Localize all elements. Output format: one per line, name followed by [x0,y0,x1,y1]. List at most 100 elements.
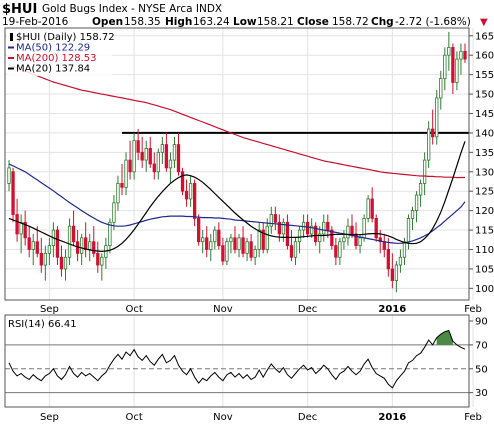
rsi-overbought-fill [436,330,453,345]
price-date-axis: Sep Oct Nov Dec 2016 Feb [40,304,482,315]
candle-body [67,225,72,258]
candle-body [342,237,346,243]
candle-body [55,229,60,258]
candle-body [23,221,27,239]
candle-body [120,183,124,188]
candle-body [221,245,225,262]
candle-body [229,237,233,243]
price-tick-label: 105 [475,264,494,275]
date-axis-label: Dec [298,304,317,315]
candle-body [96,252,100,266]
candle-body [455,58,459,83]
date-axis-label: Feb [464,304,482,315]
candle-body [172,144,177,161]
price-tick-label: 110 [475,245,494,256]
candle-body [354,233,358,246]
candle-body [281,221,286,235]
low-value: 158.21 [257,16,294,28]
candle-body [406,217,411,243]
candle-body [100,256,104,266]
candle-body [43,252,47,266]
rsi-date-axis-label: 2016 [378,412,406,423]
date-axis-label: Nov [213,304,233,315]
candle-body [257,229,261,250]
candle-body [350,225,354,235]
price-tick-label: 160 [475,51,494,62]
rsi-tick-label: 30 [475,388,488,399]
candle-body [213,229,217,243]
candle-body [447,47,451,56]
rsi-label: RSI(14) 66.41 [8,319,77,330]
moving-average-lines [8,64,466,253]
candle-body [402,241,407,258]
candle-body [7,167,11,184]
price-tick-label: 125 [475,187,494,198]
candle-body [269,214,273,227]
legend-entry: MA(50) 122.29 [16,43,90,54]
candle-body [35,241,39,254]
close-value: 158.72 [332,16,369,28]
candle-body [144,148,148,161]
candle-body [15,214,19,235]
rsi-panel-frame [4,314,470,408]
candle-body [318,233,322,243]
candle-body [188,183,193,200]
candle-body [293,241,298,258]
price-panel-frame [4,27,470,301]
candle-body [358,237,362,246]
candle-body [225,241,229,262]
candle-body [314,225,318,243]
rsi-date-axis-label: Oct [125,412,142,423]
candle-body [414,194,419,212]
candle-body [79,237,84,254]
candle-body [366,198,370,219]
candle-body [63,256,68,270]
candle-body [326,221,330,231]
candle-body [386,249,390,270]
candle-body [71,225,76,243]
low-label: Low [233,16,257,28]
date-axis-label: Sep [40,304,59,315]
candle-body [370,198,374,219]
candle-body [249,241,253,258]
candle-body [382,241,386,250]
close-label: Close [297,16,329,28]
candle-body [398,256,403,266]
candle-body [176,144,181,173]
rsi-line [8,329,466,389]
index-name: Gold Bugs Index - NYSE Arca INDX [42,3,222,15]
candle-body [116,183,120,204]
price-tick-label: 100 [475,284,494,295]
candle-body [439,78,443,99]
candle-body [217,229,221,247]
price-tick-label: 140 [475,128,494,139]
candle-body [289,245,294,258]
candle-body [463,50,467,60]
candle-body [245,241,249,254]
rsi-date-axis: Sep Oct Nov Dec 2016 Feb [40,412,482,423]
legend-background [7,30,112,76]
rsi-date-axis-label: Feb [464,412,482,423]
rsi-date-axis-label: Dec [298,412,317,423]
candle-body [378,237,382,243]
candle-body [330,229,334,247]
price-tick-label: 155 [475,70,494,81]
candle-body [431,128,435,138]
price-tick-label: 120 [475,206,494,217]
date-axis-label: Oct [125,304,142,315]
legend-entry: $HUI (Daily) 158.72 [16,32,115,43]
candle-body [92,241,96,254]
candle-body [241,237,245,254]
candle-body [108,221,112,247]
candle-body [124,159,128,188]
candle-body [394,264,399,281]
candle-body [39,252,43,266]
ma200-line [8,64,465,179]
change-label: Chg [371,16,394,28]
candle-body [451,47,455,83]
candle-body [11,171,15,215]
candle-body [136,140,140,153]
candle-body [322,221,326,235]
